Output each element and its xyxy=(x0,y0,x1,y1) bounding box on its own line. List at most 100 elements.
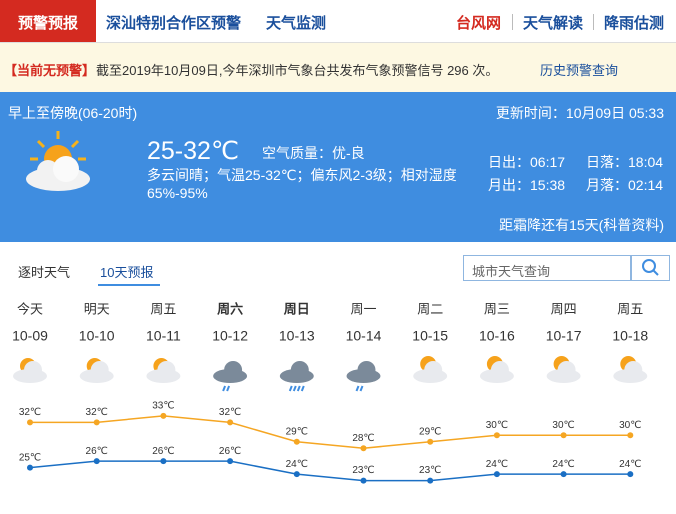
date: 10-17 xyxy=(546,328,582,344)
period: 早上至傍晚(06-20时) xyxy=(8,105,138,121)
temp-label: 26℃ xyxy=(219,446,241,457)
temp-label: 26℃ xyxy=(86,446,108,457)
cloud xyxy=(224,361,243,379)
weather-icon xyxy=(479,356,514,383)
weekday: 周五 xyxy=(150,301,176,316)
rain-drop xyxy=(296,385,301,392)
weekday: 周三 xyxy=(484,301,510,316)
weather-icon xyxy=(546,356,581,383)
temp-point xyxy=(560,471,567,478)
rain-drop xyxy=(359,385,364,392)
weekday: 周五 xyxy=(617,301,643,316)
temp-label: 24℃ xyxy=(486,459,508,470)
temp-point xyxy=(227,419,234,426)
nav-tab[interactable]: 天气监测 xyxy=(266,15,327,32)
tab[interactable]: 逐时天气 xyxy=(18,265,71,280)
nav-tab[interactable]: 预警预报 xyxy=(18,15,79,32)
temp-label: 24℃ xyxy=(286,459,308,470)
temp-point xyxy=(160,412,167,419)
date: 10-10 xyxy=(79,328,115,344)
cloud xyxy=(490,361,509,379)
weather-icon xyxy=(13,358,47,383)
date: 10-15 xyxy=(412,328,448,344)
temp-label: 26℃ xyxy=(152,446,174,457)
weekday: 周六 xyxy=(217,301,243,316)
weekday: 周二 xyxy=(417,301,443,316)
nav-bar: 预警预报 深汕特别合作区预警 天气监测 台风网 天气解读 降雨估测 xyxy=(0,0,676,43)
divider xyxy=(512,14,513,30)
weekday: 周四 xyxy=(551,301,577,316)
weather-icon xyxy=(413,356,448,383)
temp-point xyxy=(493,471,500,478)
description: 多云间晴；气温25-32℃；偏东风2-3级；相对湿度65%-95% xyxy=(147,167,457,201)
weather-icon xyxy=(279,361,314,392)
temp-label: 30℃ xyxy=(486,420,508,431)
rain-drop xyxy=(288,385,293,392)
temp-label: 33℃ xyxy=(152,401,174,412)
cloud xyxy=(90,361,109,379)
sunset: 日落：18:04 xyxy=(586,154,664,170)
cloud xyxy=(424,361,443,379)
tab-active[interactable]: 10天预报 xyxy=(100,265,154,280)
date: 10-13 xyxy=(279,328,315,344)
weekday: 周日 xyxy=(284,301,310,316)
search-button[interactable] xyxy=(631,255,670,281)
today-panel: 早上至傍晚(06-20时) 更新时间：10月09日 05:33 25-32℃ 空… xyxy=(0,92,676,242)
sunrise: 日出：06:17 xyxy=(488,154,566,170)
temp-label: 23℃ xyxy=(352,465,374,476)
temp-line xyxy=(29,460,631,482)
active-tab-bg xyxy=(0,0,96,42)
temp-line xyxy=(30,415,631,449)
temp-point xyxy=(427,438,434,445)
nav-link[interactable]: 降雨估测 xyxy=(604,15,665,32)
date: 10-11 xyxy=(146,328,181,344)
temp-label: 32℃ xyxy=(19,407,41,418)
weekday: 明天 xyxy=(84,301,110,316)
temp-label: 29℃ xyxy=(286,426,308,437)
temp-point xyxy=(493,432,500,439)
weather-icon xyxy=(346,361,381,392)
weather-icon xyxy=(213,361,248,392)
cloud xyxy=(557,361,576,379)
temp-point xyxy=(27,464,33,471)
temp-label: 30℃ xyxy=(619,420,641,431)
temp-point xyxy=(360,445,367,452)
temp-point xyxy=(27,419,33,426)
alert-message: 截至2019年10月09日,今年深圳市气象台共发布气象预警信号 296 次。 xyxy=(96,63,499,78)
divider xyxy=(593,14,594,30)
temp-point xyxy=(627,471,634,478)
cloud xyxy=(290,361,309,379)
cloud xyxy=(624,361,643,379)
nav-tab[interactable]: 深汕特别合作区预警 xyxy=(106,15,242,32)
temp-point xyxy=(293,438,300,445)
weather-icon xyxy=(26,131,90,191)
cloud xyxy=(357,361,376,379)
alert-link[interactable]: 历史预警查询 xyxy=(540,63,619,78)
moonset: 月落：02:14 xyxy=(586,177,664,193)
updated: 更新时间：10月09日 05:33 xyxy=(495,105,664,121)
temp-point xyxy=(160,458,167,465)
rain-drop xyxy=(355,385,360,392)
rain-drop xyxy=(292,385,297,392)
temp-label: 25℃ xyxy=(19,452,41,463)
nav-link[interactable]: 天气解读 xyxy=(523,15,584,32)
temp-point xyxy=(560,432,567,439)
cloud xyxy=(24,361,42,379)
weather-icon xyxy=(79,358,114,383)
nav-link[interactable]: 台风网 xyxy=(456,15,502,32)
search-placeholder: 城市天气查询 xyxy=(472,264,551,279)
forecast-chart: 今天 10-09 明天 10-10 周五 10-11 周六 10-12 周日 10-13 周一 10-… xyxy=(12,301,648,484)
temperature: 25-32℃ xyxy=(147,137,240,165)
date: 10-18 xyxy=(612,328,648,344)
moonrise: 月出：15:38 xyxy=(488,177,566,193)
temp-point xyxy=(293,471,300,478)
weekday: 今天 xyxy=(17,301,43,316)
rain-drop xyxy=(300,385,305,392)
temp-point xyxy=(360,477,367,484)
temp-label: 28℃ xyxy=(352,433,374,444)
weekday: 周一 xyxy=(350,301,376,316)
search-input[interactable] xyxy=(463,255,631,281)
date: 10-12 xyxy=(212,328,248,344)
note-link[interactable]: 距霜降还有15天(科普资料) xyxy=(499,217,664,233)
